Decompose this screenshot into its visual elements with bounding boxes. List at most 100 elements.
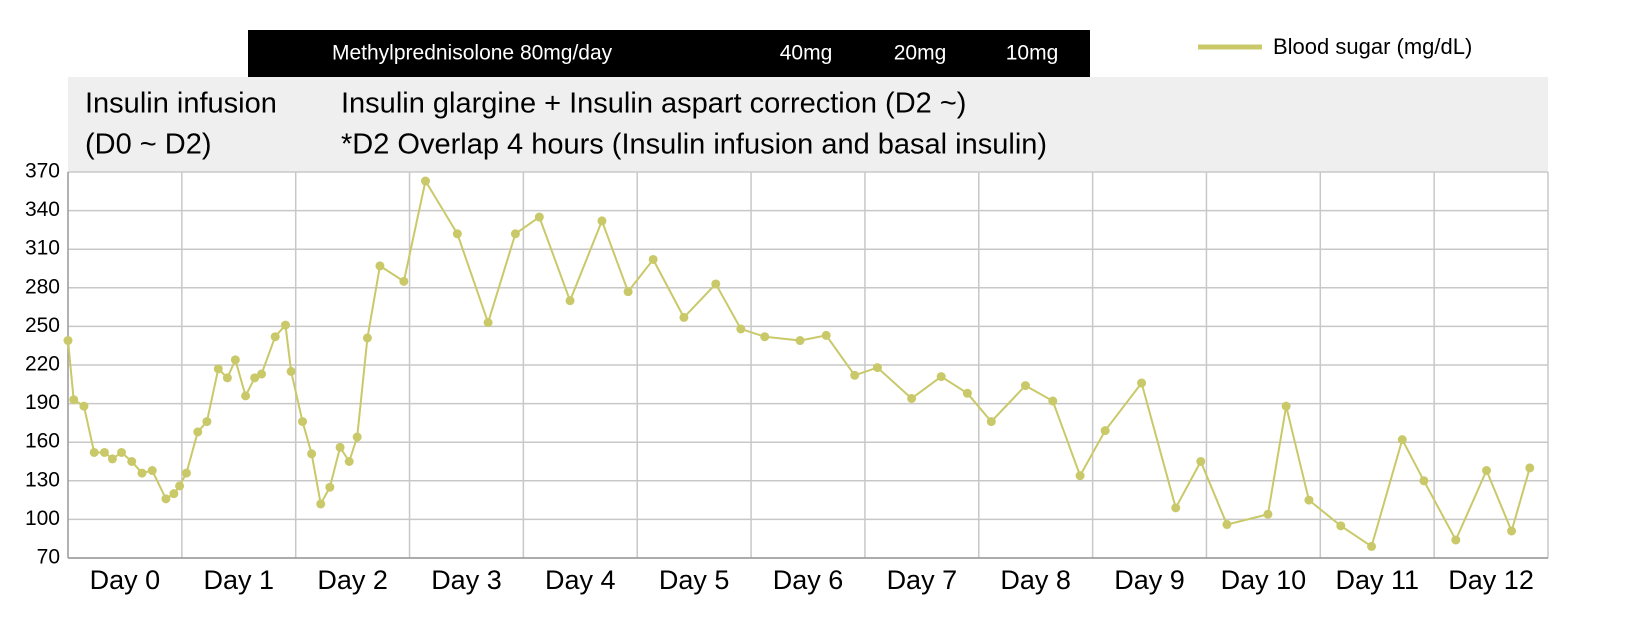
data-point bbox=[169, 489, 179, 499]
data-point bbox=[1075, 471, 1085, 481]
insulin-note: Insulin infusion bbox=[85, 88, 277, 120]
data-point bbox=[1336, 521, 1346, 531]
x-tick-label: Day 1 bbox=[203, 565, 274, 595]
data-point bbox=[193, 427, 203, 437]
data-point bbox=[137, 468, 147, 478]
x-tick-label: Day 4 bbox=[545, 565, 616, 595]
data-point bbox=[1507, 526, 1517, 536]
y-tick-label: 250 bbox=[25, 314, 60, 337]
data-point bbox=[1100, 426, 1110, 436]
data-point bbox=[298, 417, 308, 427]
data-point bbox=[711, 279, 721, 289]
y-tick-label: 220 bbox=[25, 353, 60, 376]
data-point bbox=[1137, 378, 1147, 388]
data-point bbox=[1222, 520, 1232, 530]
data-point bbox=[280, 320, 290, 330]
data-point bbox=[986, 417, 996, 427]
x-tick-label: Day 6 bbox=[773, 565, 844, 595]
data-point bbox=[1196, 457, 1206, 466]
data-point bbox=[962, 388, 972, 398]
data-point bbox=[250, 373, 260, 383]
data-point bbox=[1397, 435, 1407, 445]
data-point bbox=[222, 373, 232, 383]
data-point bbox=[510, 229, 520, 239]
y-tick-label: 160 bbox=[25, 430, 60, 453]
data-point bbox=[161, 494, 171, 504]
data-point bbox=[872, 363, 882, 373]
data-point bbox=[362, 333, 372, 343]
x-tick-label: Day 7 bbox=[887, 565, 958, 595]
data-point bbox=[1048, 396, 1058, 406]
steroid-dose: 10mg bbox=[1006, 42, 1059, 65]
data-point bbox=[344, 457, 354, 466]
data-point bbox=[79, 401, 89, 411]
data-point bbox=[936, 372, 946, 382]
data-point bbox=[1171, 503, 1181, 513]
data-point bbox=[452, 229, 462, 239]
data-point bbox=[1304, 495, 1314, 505]
data-point bbox=[69, 395, 79, 405]
x-tick-label: Day 3 bbox=[431, 565, 502, 595]
data-point bbox=[175, 481, 185, 491]
y-tick-label: 70 bbox=[37, 546, 60, 569]
data-point bbox=[1367, 541, 1377, 551]
data-point bbox=[648, 254, 658, 264]
x-tick-label: Day 10 bbox=[1221, 565, 1307, 595]
data-point bbox=[335, 442, 345, 452]
data-point bbox=[257, 369, 267, 379]
y-tick-label: 100 bbox=[25, 507, 60, 530]
y-tick-label: 130 bbox=[25, 468, 60, 491]
data-point bbox=[850, 370, 860, 380]
y-tick-label: 190 bbox=[25, 391, 60, 414]
data-point bbox=[107, 454, 117, 464]
data-point bbox=[117, 447, 127, 457]
data-point bbox=[375, 261, 385, 271]
data-point bbox=[821, 330, 831, 340]
x-tick-label: Day 11 bbox=[1335, 565, 1419, 595]
data-point bbox=[270, 332, 280, 342]
data-point bbox=[286, 366, 296, 376]
data-point bbox=[1419, 476, 1429, 486]
data-point bbox=[1020, 381, 1030, 391]
data-point bbox=[565, 296, 575, 306]
data-point bbox=[316, 499, 326, 509]
data-point bbox=[99, 447, 109, 457]
x-tick-label: Day 9 bbox=[1114, 565, 1185, 595]
y-tick-label: 340 bbox=[25, 198, 60, 221]
data-point bbox=[307, 449, 317, 459]
data-point bbox=[795, 336, 805, 346]
data-point bbox=[1263, 509, 1273, 519]
x-tick-label: Day 0 bbox=[90, 565, 161, 595]
data-point bbox=[420, 176, 430, 186]
data-point bbox=[325, 482, 335, 492]
insulin-note: Insulin glargine + Insulin aspart correc… bbox=[341, 88, 966, 120]
y-tick-label: 310 bbox=[25, 237, 60, 260]
x-tick-label: Day 5 bbox=[659, 565, 730, 595]
data-point bbox=[623, 287, 633, 297]
data-point bbox=[147, 466, 157, 476]
data-point bbox=[1451, 535, 1461, 545]
data-point bbox=[202, 417, 212, 427]
data-point bbox=[127, 457, 137, 466]
x-tick-label: Day 12 bbox=[1448, 565, 1534, 595]
data-point bbox=[679, 312, 689, 322]
data-point bbox=[181, 468, 191, 478]
y-tick-label: 280 bbox=[25, 275, 60, 298]
data-point bbox=[597, 216, 607, 226]
x-tick-label: Day 2 bbox=[317, 565, 388, 595]
insulin-note: (D0 ~ D2) bbox=[85, 129, 212, 161]
data-point bbox=[760, 332, 770, 342]
insulin-box bbox=[68, 77, 1548, 172]
insulin-note: *D2 Overlap 4 hours (Insulin infusion an… bbox=[341, 129, 1047, 161]
data-point bbox=[241, 391, 251, 401]
y-tick-label: 370 bbox=[25, 160, 60, 183]
data-point bbox=[1281, 401, 1291, 411]
data-point bbox=[483, 318, 493, 328]
data-point bbox=[230, 355, 240, 365]
data-point bbox=[352, 432, 362, 442]
steroid-dose: 20mg bbox=[894, 42, 947, 65]
data-point bbox=[89, 447, 99, 457]
data-point bbox=[213, 364, 223, 374]
steroid-bar bbox=[248, 30, 1090, 77]
